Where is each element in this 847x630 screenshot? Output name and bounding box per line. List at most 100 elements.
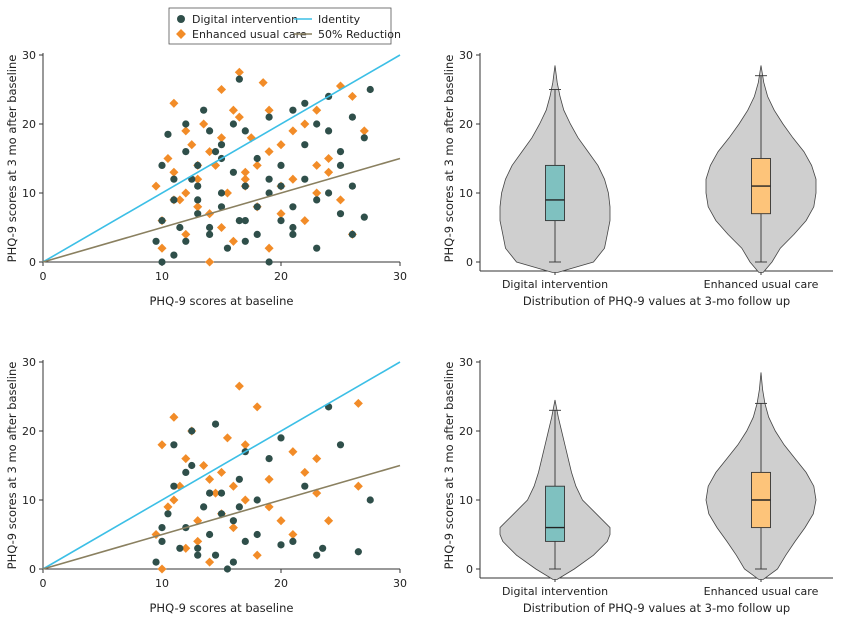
data-point-digital — [354, 548, 362, 556]
data-point-digital — [182, 120, 190, 128]
data-point-digital — [152, 237, 160, 245]
data-point-enhanced — [199, 460, 209, 471]
data-point-digital — [265, 189, 273, 197]
x-tick-label: 10 — [155, 270, 169, 283]
data-point-digital — [229, 168, 237, 176]
data-point-enhanced — [252, 160, 262, 170]
data-point-digital — [206, 223, 214, 232]
data-point-digital — [170, 196, 178, 204]
y-tick-label: 10 — [459, 187, 473, 200]
data-point-digital — [206, 230, 214, 238]
data-point-enhanced — [347, 91, 357, 101]
data-point-digital — [241, 127, 249, 135]
x-tick-label: 30 — [393, 270, 407, 283]
data-point-digital — [194, 544, 202, 552]
data-point-digital — [301, 482, 309, 490]
data-point-enhanced — [240, 440, 250, 450]
y-axis-label: PHQ-9 scores at 3 mo after baseline — [442, 362, 456, 570]
data-point-enhanced — [288, 174, 298, 184]
data-point-digital — [206, 489, 214, 497]
data-point-digital — [176, 223, 184, 232]
data-point-enhanced — [228, 236, 238, 246]
data-point-digital — [325, 189, 333, 197]
data-point-enhanced — [222, 188, 232, 198]
data-point-enhanced — [205, 557, 215, 567]
data-point-digital — [336, 210, 345, 218]
data-point-digital — [194, 551, 202, 559]
box-digital — [545, 485, 565, 542]
reduction-line — [42, 157, 401, 263]
x-tick-label: 20 — [274, 577, 288, 590]
y-tick-label: 0 — [466, 563, 473, 576]
data-point-digital — [188, 427, 196, 435]
data-point-enhanced — [288, 447, 298, 457]
data-point-enhanced — [228, 523, 238, 533]
data-point-enhanced — [205, 257, 215, 267]
data-point-digital — [289, 106, 297, 114]
x-tick-label: 30 — [393, 577, 407, 590]
data-point-digital — [360, 213, 368, 221]
y-tick-label: 30 — [22, 49, 36, 62]
data-point-digital — [217, 189, 226, 197]
data-point-enhanced — [169, 98, 179, 108]
data-point-enhanced — [181, 126, 191, 136]
data-point-digital — [325, 127, 333, 135]
legend-label-enhanced: Enhanced usual care — [192, 28, 307, 41]
box-digital — [545, 164, 565, 222]
data-point-digital — [313, 120, 321, 128]
data-point-enhanced — [312, 105, 322, 115]
data-point-digital — [253, 154, 261, 163]
x-tick-label: 0 — [40, 577, 47, 590]
y-axis-label: PHQ-9 scores at 3 mo after baseline — [5, 55, 19, 263]
data-point-digital — [253, 203, 261, 211]
data-point-digital — [176, 544, 184, 552]
y-tick-label: 0 — [29, 256, 36, 269]
y-axis-label: PHQ-9 scores at 3 mo after baseline — [442, 55, 456, 263]
data-point-enhanced — [240, 167, 250, 177]
data-point-enhanced — [216, 222, 227, 233]
data-point-enhanced — [169, 495, 179, 505]
data-point-enhanced — [288, 529, 298, 540]
data-point-digital — [194, 196, 202, 204]
y-tick-label: 20 — [459, 425, 473, 438]
data-point-enhanced — [288, 126, 298, 136]
data-point-digital — [348, 113, 356, 121]
data-point-digital — [182, 468, 190, 476]
identity-line — [42, 361, 401, 570]
x-tick-label: 10 — [155, 577, 169, 590]
data-point-digital — [170, 251, 178, 259]
data-point-enhanced — [228, 105, 238, 115]
data-point-enhanced — [240, 495, 250, 505]
data-point-digital — [206, 127, 214, 135]
data-point-digital — [277, 217, 285, 225]
data-point-digital — [301, 175, 309, 183]
data-point-enhanced — [169, 412, 179, 422]
data-point-digital — [229, 120, 237, 128]
data-point-digital — [277, 434, 285, 442]
data-point-enhanced — [324, 516, 334, 526]
data-point-digital — [217, 141, 226, 149]
data-point-digital — [164, 130, 172, 138]
legend-label-reduction: 50% Reduction — [318, 28, 401, 41]
data-point-digital — [313, 551, 321, 559]
legend-marker-digital — [177, 15, 185, 23]
y-tick-label: 20 — [459, 118, 473, 131]
data-point-digital — [152, 558, 160, 566]
x-axis-label: Distribution of PHQ-9 values at 3-mo fol… — [523, 294, 790, 308]
data-point-enhanced — [163, 153, 173, 164]
data-point-enhanced — [181, 229, 191, 239]
data-point-enhanced — [276, 140, 286, 150]
data-point-digital — [348, 182, 356, 190]
data-point-digital — [194, 161, 202, 169]
data-point-digital — [289, 230, 297, 238]
data-point-digital — [235, 217, 243, 225]
y-tick-label: 10 — [22, 494, 36, 507]
data-point-digital — [313, 196, 321, 204]
data-point-digital — [182, 237, 190, 245]
data-point-digital — [289, 223, 297, 232]
data-point-enhanced — [157, 564, 167, 574]
